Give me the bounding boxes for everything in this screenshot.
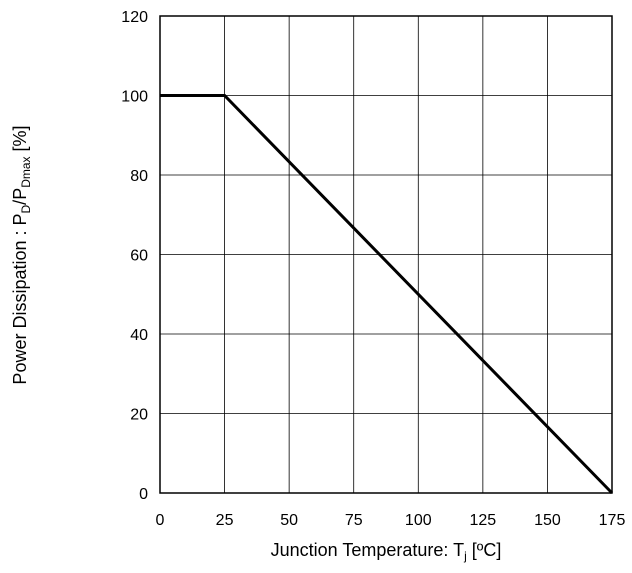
- x-tick-label: 100: [405, 512, 432, 529]
- x-tick-label: 50: [280, 512, 298, 529]
- x-axis-title-unit: [ºC]: [467, 540, 502, 560]
- x-axis-title-subscript: j: [463, 549, 467, 563]
- x-tick-label: 25: [216, 512, 234, 529]
- y-axis-title: Power Dissipation : PD/PDmax [%]: [10, 125, 33, 384]
- y-tick-label: 60: [130, 248, 148, 265]
- y-tick-label: 40: [130, 327, 148, 344]
- x-tick-label: 150: [534, 512, 561, 529]
- x-tick-labels: 0 25 50 75 100 125 150 175: [156, 512, 626, 529]
- y-tick-label: 20: [130, 407, 148, 424]
- x-axis-title-main: Junction Temperature: T: [271, 540, 464, 560]
- y-tick-labels: 0 20 40 60 80 100 120: [121, 9, 148, 503]
- y-axis-title-prefix: Power Dissipation : P: [10, 213, 30, 384]
- grid-lines: [159, 15, 613, 494]
- y-tick-label: 100: [121, 89, 148, 106]
- y-axis-title-subscript-d: D: [19, 204, 33, 213]
- x-tick-label: 175: [599, 512, 626, 529]
- x-tick-label: 0: [156, 512, 165, 529]
- y-axis-title-subscript-dmax: Dmax: [19, 156, 33, 187]
- y-axis-title-mid: /P: [10, 188, 30, 205]
- plot-frame: [159, 15, 613, 494]
- x-tick-label: 125: [470, 512, 497, 529]
- y-axis-title-suffix: [%]: [10, 125, 30, 156]
- y-tick-label: 0: [139, 486, 148, 503]
- y-tick-label: 80: [130, 168, 148, 185]
- y-tick-label: 120: [121, 9, 148, 26]
- x-tick-label: 75: [345, 512, 363, 529]
- derating-curve: [160, 94, 614, 495]
- series-layer: [160, 94, 614, 495]
- x-axis-title: Junction Temperature: Tj [ºC]: [271, 540, 502, 563]
